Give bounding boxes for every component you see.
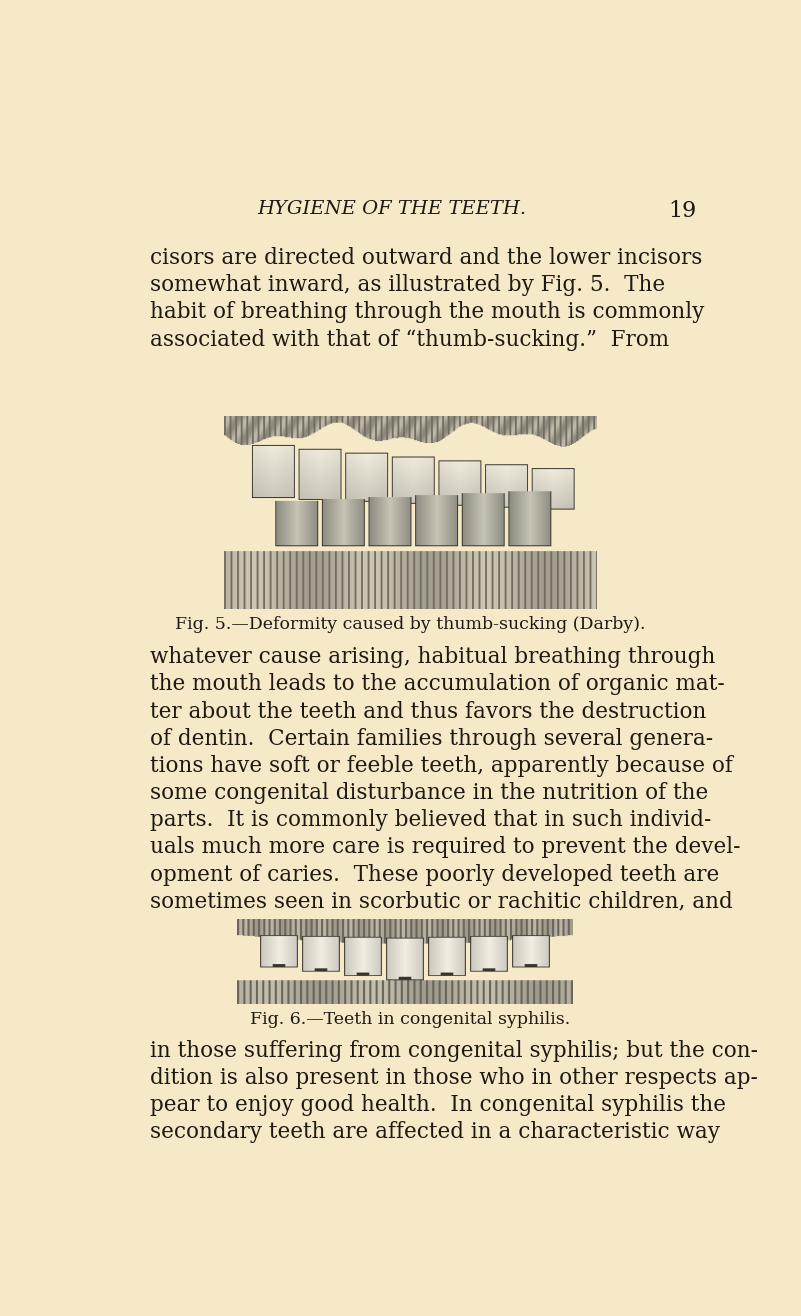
Text: dition is also present in those who in other respects ap-: dition is also present in those who in o…: [150, 1067, 758, 1088]
Text: secondary teeth are affected in a characteristic way: secondary teeth are affected in a charac…: [150, 1121, 720, 1144]
Text: HYGIENE OF THE TEETH.: HYGIENE OF THE TEETH.: [257, 200, 526, 218]
Text: somewhat inward, as illustrated by Fig. 5.  The: somewhat inward, as illustrated by Fig. …: [150, 274, 665, 296]
Text: in those suffering from congenital syphilis; but the con-: in those suffering from congenital syphi…: [150, 1040, 758, 1062]
Text: pear to enjoy good health.  In congenital syphilis the: pear to enjoy good health. In congenital…: [150, 1094, 726, 1116]
Text: parts.  It is commonly believed that in such individ-: parts. It is commonly believed that in s…: [150, 809, 711, 832]
Text: ter about the teeth and thus favors the destruction: ter about the teeth and thus favors the …: [150, 700, 706, 722]
Text: uals much more care is required to prevent the devel-: uals much more care is required to preve…: [150, 837, 740, 858]
Text: associated with that of “thumb-sucking.”  From: associated with that of “thumb-sucking.”…: [150, 329, 669, 350]
Text: Fig. 5.—Deformity caused by thumb-sucking (Darby).: Fig. 5.—Deformity caused by thumb-suckin…: [175, 616, 646, 633]
Text: opment of caries.  These poorly developed teeth are: opment of caries. These poorly developed…: [150, 863, 719, 886]
Text: Fig. 6.—Teeth in congenital syphilis.: Fig. 6.—Teeth in congenital syphilis.: [251, 1011, 570, 1028]
Text: of dentin.  Certain families through several genera-: of dentin. Certain families through seve…: [150, 728, 713, 750]
Text: 19: 19: [668, 200, 696, 222]
Text: some congenital disturbance in the nutrition of the: some congenital disturbance in the nutri…: [150, 782, 708, 804]
Text: habit of breathing through the mouth is commonly: habit of breathing through the mouth is …: [150, 301, 704, 324]
Text: whatever cause arising, habitual breathing through: whatever cause arising, habitual breathi…: [150, 646, 715, 669]
Text: cisors are directed outward and the lower incisors: cisors are directed outward and the lowe…: [150, 247, 702, 268]
Text: sometimes seen in scorbutic or rachitic children, and: sometimes seen in scorbutic or rachitic …: [150, 891, 733, 913]
Text: tions have soft or feeble teeth, apparently because of: tions have soft or feeble teeth, apparen…: [150, 755, 733, 776]
Text: the mouth leads to the accumulation of organic mat-: the mouth leads to the accumulation of o…: [150, 674, 725, 695]
